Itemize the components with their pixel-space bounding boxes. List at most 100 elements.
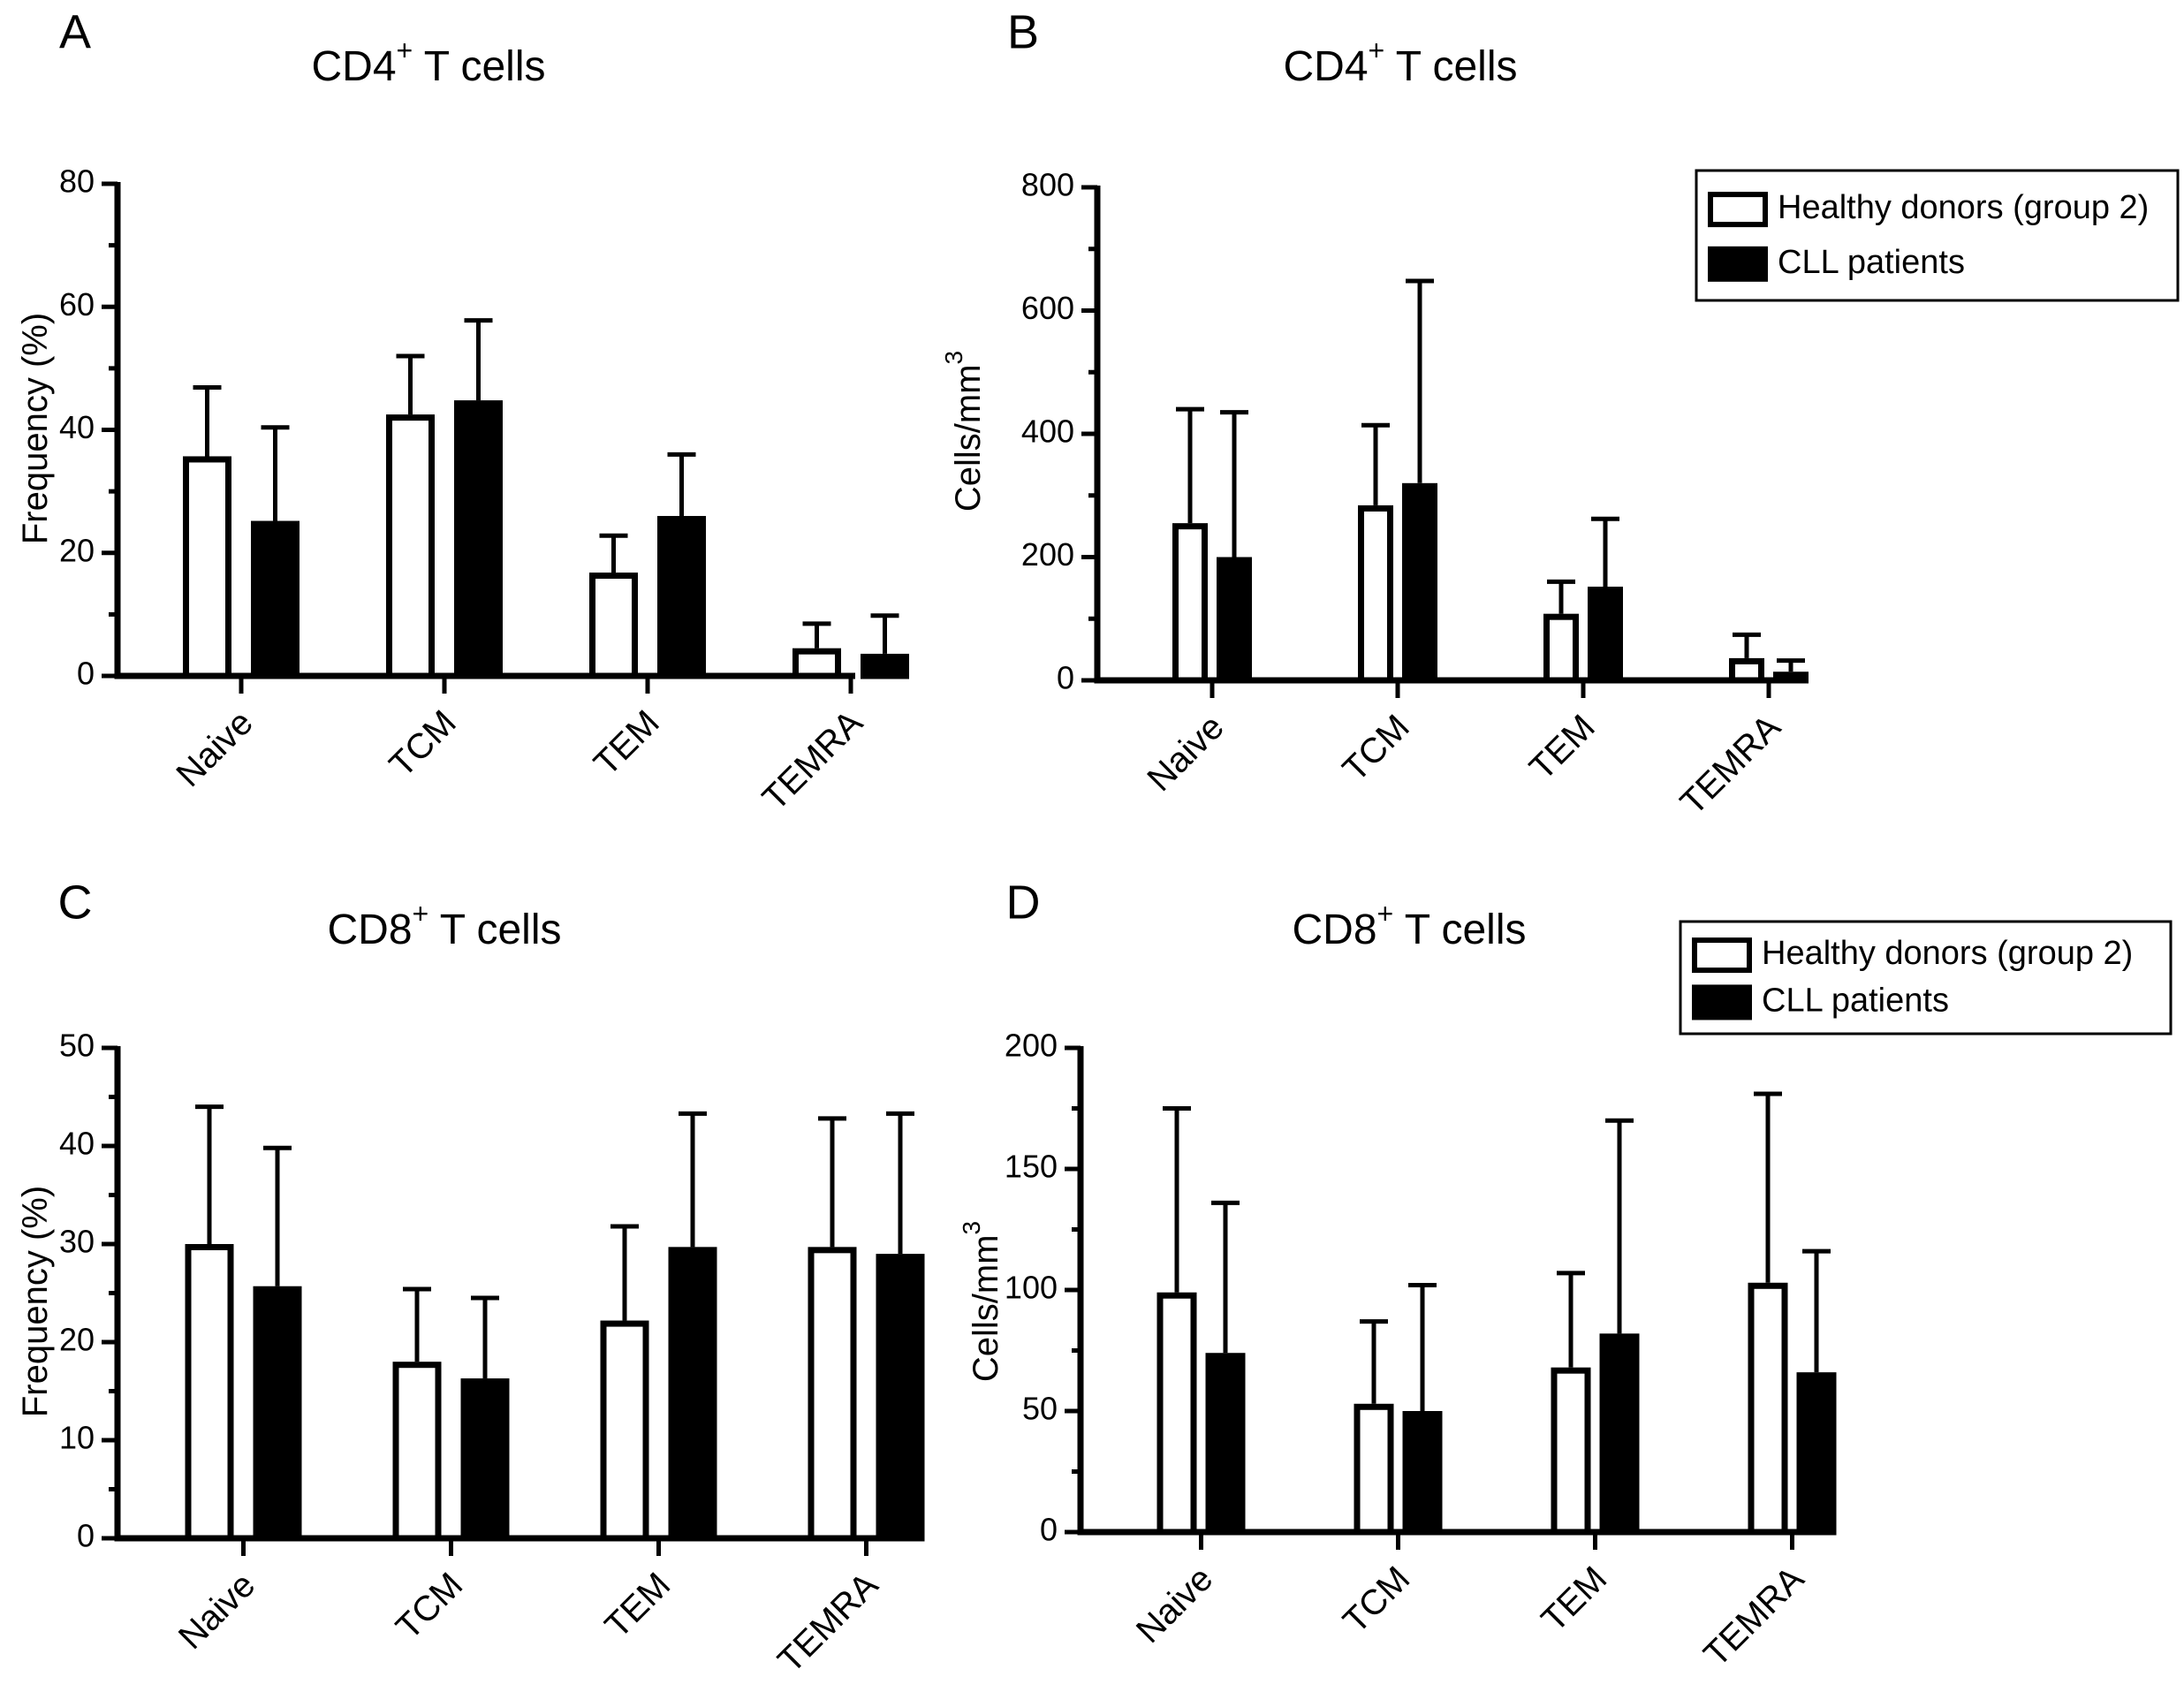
legend: Healthy donors (group 2) CLL patients — [1695, 169, 2180, 302]
bar-cll-patients — [1402, 482, 1437, 684]
y-axis-label-main: Frequency (%) — [16, 1186, 55, 1417]
y-axis-label: Cells/mm3 — [958, 1221, 1005, 1382]
legend-swatch-cll — [1692, 984, 1752, 1021]
x-tick-label: TEMRA — [770, 1565, 885, 1680]
bar-healthy-donors — [589, 573, 638, 679]
bar-cll-patients — [1217, 557, 1252, 684]
x-tick-label: Naive — [1129, 1559, 1220, 1650]
y-tick-label: 60 — [59, 286, 95, 322]
bar-cll-patients — [1588, 586, 1623, 684]
panel-letter: A — [59, 5, 91, 58]
y-tick-label: 600 — [1021, 290, 1074, 326]
bar-cll-patients — [668, 1247, 717, 1542]
y-tick-label: 200 — [1005, 1028, 1058, 1064]
chart-title-sup: + — [413, 898, 429, 929]
y-axis-label: Cells/mm3 — [940, 351, 987, 512]
chart-title-main: CD4 — [312, 43, 397, 90]
bar-healthy-donors — [600, 1320, 649, 1542]
panel-letter: D — [1006, 876, 1041, 929]
bar-cll-patients — [876, 1254, 925, 1542]
bar-cll-patients — [1773, 671, 1809, 684]
x-tick-label: TEM — [598, 1566, 679, 1646]
chart-title: CD4+ T cells — [312, 34, 546, 89]
x-tick-label: TCM — [1336, 1559, 1417, 1641]
legend-label: CLL patients — [1762, 982, 1949, 1019]
chart-title: CD4+ T cells — [1284, 34, 1518, 89]
chart-title-rest: T cells — [1393, 907, 1526, 953]
x-tick-label: Naive — [169, 703, 260, 794]
bar-healthy-donors — [1358, 505, 1393, 684]
legend-label: CLL patients — [1778, 244, 1965, 281]
y-tick-label: 40 — [59, 1126, 95, 1162]
x-tick-label: TEM — [587, 703, 667, 784]
y-tick-label: 0 — [1057, 660, 1074, 696]
y-tick-label: 0 — [77, 1518, 95, 1554]
chart-title-main: CD4 — [1284, 43, 1369, 90]
bar-healthy-donors — [392, 1362, 442, 1542]
y-tick-label: 100 — [1005, 1270, 1058, 1306]
y-axis-label-main: Cells/mm — [967, 1234, 1005, 1382]
bar-cll-patients — [1205, 1353, 1246, 1536]
bar-healthy-donors — [183, 456, 231, 679]
chart-panel-c: C CD8+ T cells Frequency (%) 0 10 20 30 40 50 Nai… — [16, 876, 925, 1681]
bar-cll-patients — [1599, 1333, 1640, 1536]
y-axis-label-sup: 3 — [958, 1221, 985, 1235]
y-tick-label: 0 — [1040, 1512, 1058, 1548]
y-tick-label: 20 — [59, 1322, 95, 1358]
x-tick-label: TCM — [382, 703, 463, 785]
y-tick-label: 50 — [1022, 1391, 1058, 1427]
chart-panel-d: D CD8+ T cells Cells/mm3 0 50 100 150 200 Naive T… — [958, 876, 2173, 1674]
x-tick-label: Naive — [171, 1566, 262, 1657]
bar-cll-patients — [1796, 1372, 1837, 1536]
y-tick-label: 200 — [1021, 536, 1074, 573]
x-tick-label: TEMRA — [755, 702, 870, 817]
panel-letter: C — [58, 876, 93, 929]
bar-healthy-donors — [808, 1247, 857, 1542]
y-tick-label: 30 — [59, 1224, 95, 1260]
x-tick-label: TEM — [1522, 708, 1603, 788]
chart-title-main: CD8 — [328, 907, 413, 953]
bar-healthy-donors — [1354, 1403, 1394, 1536]
chart-title-sup: + — [1369, 34, 1385, 66]
chart-panel-a: A CD4+ T cells Frequency (%) 0 20 40 60 80 Naive… — [16, 5, 909, 818]
y-tick-label: 10 — [59, 1420, 95, 1456]
chart-title-sup: + — [1377, 898, 1394, 929]
legend-swatch-cll — [1708, 246, 1768, 282]
y-axis-label: Frequency (%) — [16, 313, 55, 544]
bar-cll-patients — [253, 1286, 302, 1542]
chart-title-sup: + — [397, 34, 413, 66]
legend-box — [1679, 920, 2173, 1036]
x-tick-label: TCM — [389, 1566, 470, 1647]
x-tick-label: TEM — [1535, 1559, 1615, 1640]
y-tick-label: 50 — [59, 1028, 95, 1064]
y-tick-label: 80 — [59, 163, 95, 200]
y-axis-label-sup: 3 — [940, 351, 967, 365]
bar-cll-patients — [657, 515, 706, 679]
bar-cll-patients — [251, 520, 300, 679]
legend-swatch-healthy — [1692, 937, 1752, 974]
y-tick-label: 150 — [1005, 1149, 1058, 1185]
chart-title: CD8+ T cells — [1293, 898, 1527, 952]
chart-title-rest: T cells — [413, 43, 545, 90]
legend-label: Healthy donors (group 2) — [1778, 189, 2149, 226]
panel-letter: B — [1007, 5, 1039, 58]
y-tick-label: 800 — [1021, 167, 1074, 203]
legend: Healthy donors (group 2) CLL patients — [1679, 920, 2173, 1036]
x-tick-label: Naive — [1140, 708, 1231, 799]
legend-swatch-healthy — [1708, 192, 1768, 228]
y-tick-label: 0 — [77, 656, 95, 692]
chart-panel-b: B CD4+ T cells Cells/mm3 0 200 400 600 800 Naive… — [940, 5, 2180, 823]
chart-title-main: CD8 — [1293, 907, 1377, 953]
bar-healthy-donors — [1156, 1292, 1197, 1536]
bar-cll-patients — [454, 400, 503, 679]
bar-healthy-donors — [386, 414, 435, 679]
x-tick-label: TEMRA — [1696, 1559, 1811, 1673]
legend-box — [1695, 169, 2180, 302]
bar-healthy-donors — [1729, 657, 1764, 684]
bar-cll-patients — [1402, 1411, 1443, 1536]
y-tick-label: 20 — [59, 532, 95, 568]
y-axis-label-main: Cells/mm — [949, 364, 988, 512]
bar-healthy-donors — [1172, 523, 1208, 684]
bar-cll-patients — [460, 1378, 510, 1542]
y-tick-label: 40 — [59, 409, 95, 445]
